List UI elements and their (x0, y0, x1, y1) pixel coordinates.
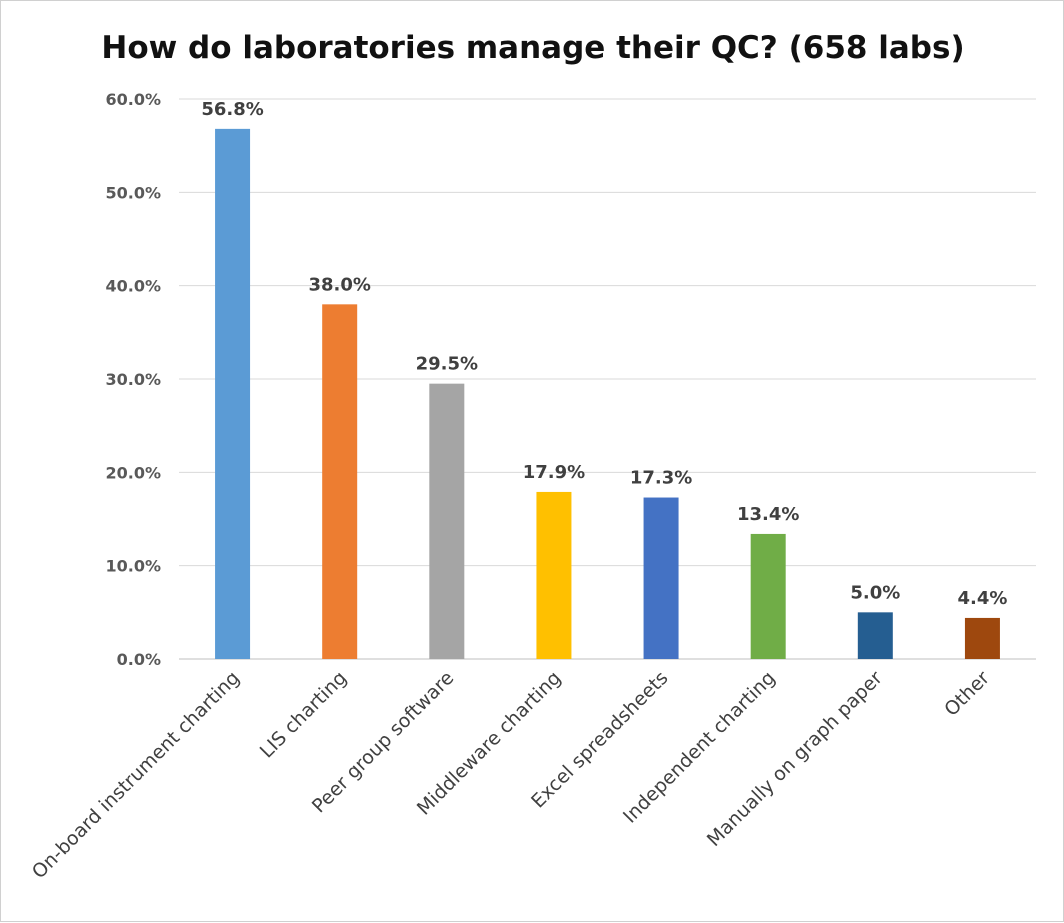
category-label: On-board instrument charting (28, 667, 244, 883)
bar (215, 128, 251, 659)
bar (536, 491, 572, 659)
data-label: 38.0% (308, 274, 370, 295)
y-tick-label: 20.0% (105, 463, 161, 482)
bar (857, 612, 893, 659)
data-label: 4.4% (957, 588, 1007, 609)
bar (643, 497, 679, 659)
bars (215, 128, 1000, 659)
bar (322, 304, 358, 659)
category-labels: On-board instrument charting LIS charting… (28, 667, 994, 883)
y-tick-label: 60.0% (105, 90, 161, 109)
bar (429, 383, 465, 659)
data-labels: 56.8% 38.0% 29.5% 17.9% 17.3% 13.4% 5.0% 4.4% (201, 99, 1007, 609)
y-tick-label: 10.0% (105, 557, 161, 576)
y-tick-label: 40.0% (105, 277, 161, 296)
category-label: Manually on graph paper (703, 667, 887, 851)
y-axis-ticks: 0.0% 10.0% 20.0% 30.0% 40.0% 50.0% 60.0% (105, 90, 161, 669)
category-label: Other (940, 667, 994, 721)
chart-title: How do laboratories manage their QC? (65… (101, 30, 964, 66)
data-label: 56.8% (201, 99, 263, 120)
bar (964, 617, 1000, 659)
y-tick-label: 0.0% (117, 650, 161, 669)
data-label: 13.4% (737, 504, 799, 525)
bar (750, 533, 786, 659)
y-tick-label: 30.0% (105, 370, 161, 389)
data-label: 29.5% (416, 354, 478, 375)
data-label: 17.3% (630, 468, 692, 489)
data-label: 17.9% (523, 462, 585, 483)
y-tick-label: 50.0% (105, 183, 161, 202)
data-label: 5.0% (850, 582, 900, 603)
category-label: LIS charting (256, 667, 352, 763)
gridlines (179, 98, 1036, 660)
